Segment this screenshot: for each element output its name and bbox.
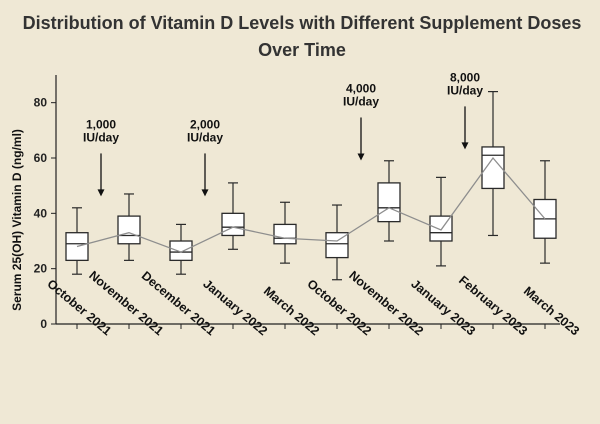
mean-trend-line xyxy=(76,156,546,253)
dose-annotation-label: 8,000 xyxy=(450,70,480,84)
dose-annotation-label: IU/day xyxy=(343,94,379,108)
dose-arrow-head xyxy=(357,153,365,161)
dose-annotation-label: IU/day xyxy=(187,130,223,144)
dose-annotation-label: 2,000 xyxy=(190,117,220,131)
box-iqr xyxy=(481,146,505,190)
chart-title-line-2: Over Time xyxy=(258,40,346,60)
dose-annotation-label: 4,000 xyxy=(346,81,376,95)
box-iqr xyxy=(325,232,349,259)
box-iqr xyxy=(221,212,245,237)
dose-annotation-label: 1,000 xyxy=(86,117,116,131)
box-iqr xyxy=(117,215,141,245)
dose-annotation-label: IU/day xyxy=(447,83,483,97)
box-iqr xyxy=(273,223,297,245)
dose-arrow-head xyxy=(461,142,469,150)
y-tick-label: 0 xyxy=(40,317,47,331)
y-tick-label: 80 xyxy=(34,96,48,110)
x-tick-label: March 2023 xyxy=(521,284,582,339)
chart-title-line-1: Distribution of Vitamin D Levels with Di… xyxy=(23,13,582,33)
y-axis-label: Serum 25(OH) Vitamin D (ng/ml) xyxy=(10,129,24,311)
dose-arrow-head xyxy=(201,189,209,197)
dose-arrow-head xyxy=(97,189,105,197)
y-tick-label: 40 xyxy=(34,206,48,220)
box-iqr xyxy=(169,240,193,262)
y-tick-label: 60 xyxy=(34,151,48,165)
dose-annotation-label: IU/day xyxy=(83,130,119,144)
box-iqr xyxy=(377,182,401,223)
y-tick-label: 20 xyxy=(34,262,48,276)
